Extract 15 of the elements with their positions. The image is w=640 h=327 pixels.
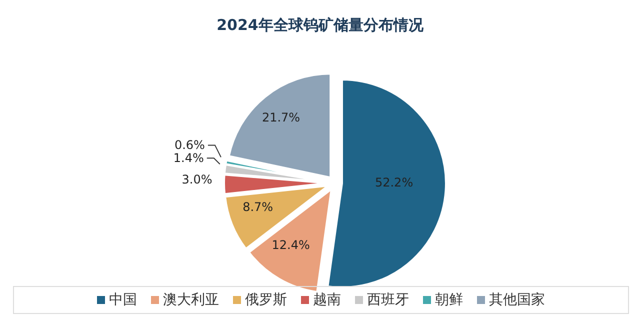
- data-label: 0.6%: [174, 138, 205, 152]
- legend-label: 西班牙: [367, 291, 409, 309]
- legend-label: 越南: [313, 291, 341, 309]
- data-label: 21.7%: [262, 110, 300, 125]
- data-label: 12.4%: [272, 238, 310, 252]
- data-label: 52.2%: [374, 175, 414, 190]
- chart-title: 2024年全球钨矿储量分布情况: [216, 16, 424, 35]
- legend-label: 朝鲜: [435, 291, 463, 309]
- data-label: 3.0%: [182, 172, 212, 187]
- data-label: 8.7%: [242, 200, 274, 214]
- legend-label: 中国: [109, 291, 137, 309]
- data-label: 1.4%: [173, 151, 204, 166]
- legend-label: 澳大利亚: [163, 291, 219, 309]
- legend-label: 其他国家: [489, 291, 545, 309]
- legend-label: 俄罗斯: [245, 291, 287, 309]
